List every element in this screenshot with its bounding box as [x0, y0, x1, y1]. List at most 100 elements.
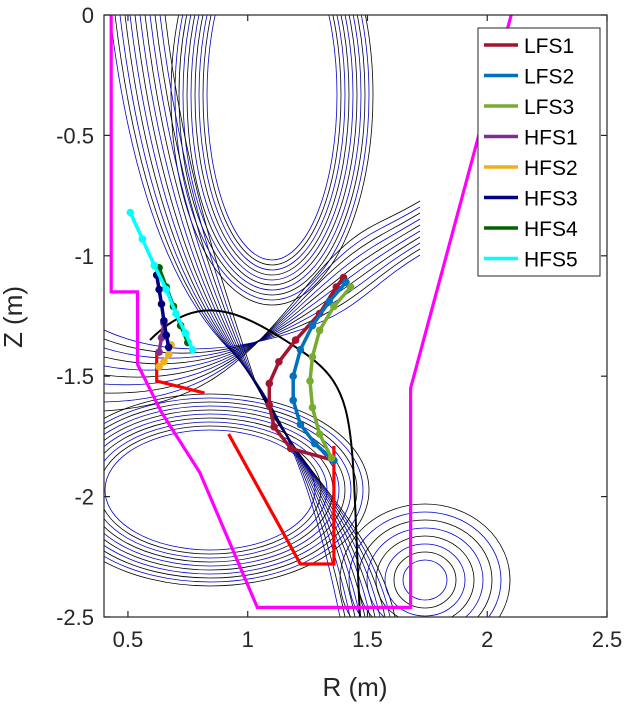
series-point-lfs3 [308, 353, 317, 361]
flux-line-private [104, 212, 421, 394]
y-tick-label: -1 [74, 244, 94, 269]
flux-line-sol [139, 15, 371, 617]
series-point-lfs3 [330, 302, 338, 311]
flux-surface-coil [375, 535, 475, 617]
series-point-lfs3 [308, 403, 317, 412]
series-point-lfs2 [289, 372, 298, 381]
flux-line-sol [154, 15, 386, 617]
series-point-lfs2 [296, 345, 305, 354]
series-point-hfs5 [172, 309, 180, 318]
axes: 0.5 1 1.5 2 2.5 0 -0.5 -1 -1.5 -2 -2.5 [56, 3, 622, 652]
flux-surface-lower [104, 397, 364, 583]
x-tick-label: 2.5 [592, 627, 623, 652]
flux-line-sol [144, 15, 376, 617]
legend-label-hfs5: HFS5 [524, 249, 578, 272]
series-point-hfs5 [181, 329, 190, 337]
x-axis-label: R (m) [323, 672, 388, 702]
series-point-lfs1 [291, 336, 300, 344]
flux-surface-lower [104, 401, 358, 579]
flux-line-private [104, 254, 421, 350]
series-point-hfs3 [157, 300, 166, 308]
series-point-hfs3 [155, 285, 163, 294]
y-tick-label: -0.5 [56, 123, 94, 148]
series-point-lfs2 [289, 396, 298, 405]
flux-surface-coil [339, 503, 511, 617]
x-tick-label: 0.5 [113, 627, 144, 652]
series-point-hfs3 [164, 343, 173, 352]
flux-surface-coil [393, 551, 457, 609]
legend-label-hfs3: HFS3 [524, 188, 578, 211]
series-layer [126, 208, 355, 465]
series-point-hfs2 [160, 358, 168, 366]
series-point-lfs3 [315, 430, 324, 438]
flux-surface-core [178, 15, 366, 296]
flux-surface-core [202, 15, 342, 266]
series-point-lfs3 [346, 283, 355, 291]
flux-line-private [104, 248, 421, 354]
flux-surfaces [104, 15, 511, 617]
flux-surface-core [206, 15, 338, 261]
series-point-hfs1 [155, 348, 163, 356]
flux-surface-lower [104, 405, 352, 575]
series-point-hfs5 [162, 285, 171, 294]
flux-surface-lower [104, 417, 334, 563]
series-point-hfs5 [150, 261, 159, 270]
legend-label-hfs1: HFS1 [524, 127, 578, 150]
legend-label-hfs2: HFS2 [524, 157, 578, 180]
flux-surface-lower [104, 429, 316, 551]
x-tick-label: 1.5 [352, 627, 383, 652]
series-line-lfs3 [308, 285, 353, 459]
overlay-line-2 [227, 433, 336, 566]
y-tick-label: -2.5 [56, 605, 94, 630]
x-tick-label: 1 [242, 627, 254, 652]
flux-line-private [104, 230, 421, 371]
flux-line-private [104, 206, 421, 403]
flux-line-private [104, 224, 421, 378]
flux-line-private [104, 218, 421, 386]
series-point-lfs1 [265, 401, 274, 409]
y-tick-label: 0 [82, 3, 94, 28]
flux-surface-core [182, 15, 362, 291]
series-point-lfs1 [275, 358, 283, 366]
flux-surface-core [174, 15, 370, 301]
flux-surface-lower [104, 409, 346, 571]
legend-label-lfs3: LFS3 [524, 96, 574, 119]
flux-line-sol [159, 15, 391, 617]
separatrix [149, 309, 361, 617]
flux-surface-lower [104, 393, 370, 587]
flux-surface-lower [104, 413, 340, 567]
series-point-lfs2 [311, 439, 319, 448]
flux-surface-coil [348, 511, 502, 617]
flux-surface-coil [402, 559, 448, 601]
series-point-lfs1 [287, 444, 295, 453]
y-axis-label: Z (m) [0, 286, 28, 348]
series-point-lfs2 [342, 278, 350, 287]
flux-surface-lower [104, 425, 322, 555]
legend-box [477, 27, 601, 277]
series-point-lfs1 [270, 423, 278, 431]
flux-surface-coil [357, 519, 493, 617]
flux-line-sol [164, 15, 396, 617]
legend-label-lfs1: LFS1 [524, 35, 574, 58]
series-point-hfs5 [138, 235, 147, 243]
series-point-hfs5 [126, 208, 135, 217]
flux-surface-lower [104, 421, 328, 559]
series-point-hfs3 [160, 317, 168, 325]
flux-surface-core [190, 15, 354, 281]
flux-line-sol [129, 15, 361, 617]
series-point-lfs2 [308, 321, 317, 330]
series-point-lfs1 [265, 379, 274, 388]
overlay-line-1 [155, 352, 205, 395]
series-point-hfs5 [188, 345, 197, 354]
series-point-lfs3 [306, 377, 314, 385]
series-point-hfs2 [164, 350, 173, 359]
x-tick-label: 2 [481, 627, 493, 652]
flux-surface-coil [384, 543, 466, 617]
flux-line-sol [109, 15, 341, 617]
plot-frame [103, 14, 608, 618]
y-tick-label: -2 [74, 485, 94, 510]
series-point-lfs2 [325, 297, 334, 306]
flux-line-private [104, 200, 421, 412]
series-point-lfs3 [327, 454, 336, 462]
legend: LFS1 LFS2 LFS3 HFS1 HFS2 HFS3 HFS4 HFS5 [477, 27, 601, 277]
